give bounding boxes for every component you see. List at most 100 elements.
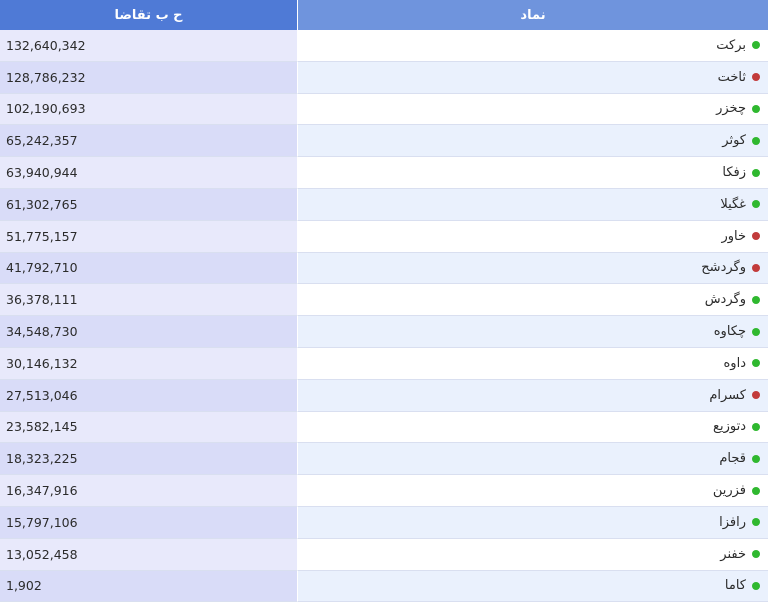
symbol-cell[interactable]: وگردشح [298, 252, 768, 285]
symbol-label: برکت [716, 37, 746, 53]
status-up-dot-icon [752, 104, 760, 113]
symbol-label: کوثر [722, 133, 746, 149]
column-header-symbol[interactable]: نماد [298, 0, 768, 30]
demand-value-cell: 65,242,357 [0, 125, 298, 158]
table-row[interactable]: قجام 18,323,225 [0, 443, 768, 476]
status-up-dot-icon [752, 454, 760, 463]
table-row[interactable]: چکاوه 34,548,730 [0, 316, 768, 348]
table-row[interactable]: کاما 1,902 [0, 570, 768, 603]
symbol-cell[interactable]: برکت [298, 30, 768, 62]
demand-value: 41,792,710 [6, 260, 78, 276]
demand-value: 30,146,132 [6, 355, 78, 371]
symbol-cell[interactable]: خاور [298, 220, 768, 253]
status-up-dot-icon [752, 486, 760, 495]
symbol-cell[interactable]: کوثر [298, 125, 768, 158]
demand-value-cell: 23,582,145 [0, 411, 298, 444]
demand-value: 15,797,106 [6, 514, 78, 530]
demand-value-cell: 13,052,458 [0, 538, 298, 571]
status-up-dot-icon [752, 550, 760, 559]
symbol-cell[interactable]: دتوزیع [298, 411, 768, 444]
demand-value: 51,775,157 [6, 228, 78, 244]
symbol-cell[interactable]: وگردش [298, 284, 768, 317]
symbol-label: خفنر [720, 546, 746, 562]
symbol-label: داوه [723, 355, 747, 371]
status-up-dot-icon [752, 518, 760, 527]
symbol-cell[interactable]: کاما [298, 570, 768, 603]
status-up-dot-icon [752, 295, 760, 304]
symbol-cell[interactable]: خفنر [298, 538, 768, 571]
demand-value-cell: 34,548,730 [0, 316, 298, 348]
status-up-dot-icon [752, 41, 760, 50]
symbol-label: دتوزیع [713, 419, 746, 435]
symbol-cell[interactable]: داوه [298, 347, 768, 380]
symbol-label: رافزا [719, 514, 746, 530]
symbol-label: کاما [724, 578, 746, 594]
demand-value-cell: 1,902 [0, 570, 298, 603]
symbol-label: چکاوه [713, 324, 746, 340]
demand-value: 16,347,916 [6, 483, 78, 499]
symbol-cell[interactable]: چخزر [298, 93, 768, 126]
table-row[interactable]: برکت 132,640,342 [0, 30, 768, 62]
demand-value-cell: 61,302,765 [0, 188, 298, 221]
demand-value: 128,786,232 [6, 69, 86, 85]
demand-value: 27,513,046 [6, 387, 78, 403]
demand-value-cell: 15,797,106 [0, 506, 298, 539]
symbol-label: وگردش [704, 292, 746, 308]
status-up-dot-icon [752, 359, 760, 368]
symbol-label: غگیلا [720, 196, 746, 212]
table-row[interactable]: داوه 30,146,132 [0, 347, 768, 380]
status-down-dot-icon [752, 263, 760, 272]
demand-value-cell: 30,146,132 [0, 347, 298, 380]
table-row[interactable]: خفنر 13,052,458 [0, 538, 768, 571]
table-row[interactable]: وگردشح 41,792,710 [0, 252, 768, 285]
table-row[interactable]: رافزا 15,797,106 [0, 506, 768, 539]
demand-value-cell: 27,513,046 [0, 379, 298, 412]
table-row[interactable]: کوثر 65,242,357 [0, 125, 768, 158]
table-row[interactable]: خاور 51,775,157 [0, 220, 768, 253]
column-header-demand[interactable]: ح ب تقاضا [0, 0, 298, 30]
demand-value: 65,242,357 [6, 133, 78, 149]
symbol-label: خاور [721, 228, 746, 244]
status-up-dot-icon [752, 136, 760, 145]
demand-value: 1,902 [6, 578, 42, 594]
table-row[interactable]: ثاخت 128,786,232 [0, 61, 768, 94]
demand-value-cell: 102,190,693 [0, 93, 298, 126]
table-row[interactable]: فزرین 16,347,916 [0, 475, 768, 507]
symbol-cell[interactable]: زفکا [298, 157, 768, 189]
symbol-cell[interactable]: غگیلا [298, 188, 768, 221]
table-row[interactable]: وگردش 36,378,111 [0, 284, 768, 317]
symbol-label: چخزر [716, 101, 746, 117]
status-down-dot-icon [752, 391, 760, 400]
demand-value-cell: 18,323,225 [0, 443, 298, 476]
status-down-dot-icon [752, 232, 760, 241]
symbol-cell[interactable]: فزرین [298, 475, 768, 507]
status-up-dot-icon [752, 200, 760, 209]
symbol-cell[interactable]: رافزا [298, 506, 768, 539]
symbol-cell[interactable]: ثاخت [298, 61, 768, 94]
status-down-dot-icon [752, 73, 760, 82]
status-up-dot-icon [752, 327, 760, 336]
symbol-cell[interactable]: قجام [298, 443, 768, 476]
demand-value-cell: 63,940,944 [0, 157, 298, 189]
table-row[interactable]: زفکا 63,940,944 [0, 157, 768, 189]
symbol-cell[interactable]: چکاوه [298, 316, 768, 348]
demand-value: 132,640,342 [6, 37, 86, 53]
demand-value: 102,190,693 [6, 101, 86, 117]
demand-value-cell: 128,786,232 [0, 61, 298, 94]
table-row[interactable]: غگیلا 61,302,765 [0, 188, 768, 221]
table-row[interactable]: چخزر 102,190,693 [0, 93, 768, 126]
demand-value: 36,378,111 [6, 292, 78, 308]
demand-value: 18,323,225 [6, 451, 78, 467]
table-row[interactable]: دتوزیع 23,582,145 [0, 411, 768, 444]
table-row[interactable]: کسرام 27,513,046 [0, 379, 768, 412]
symbol-label: زفکا [722, 165, 746, 181]
symbol-label: کسرام [709, 387, 746, 403]
symbol-cell[interactable]: کسرام [298, 379, 768, 412]
symbol-label: فزرین [712, 483, 746, 499]
symbol-label: وگردشح [701, 260, 746, 276]
status-up-dot-icon [752, 581, 760, 590]
demand-value: 61,302,765 [6, 196, 78, 212]
status-up-dot-icon [752, 168, 760, 177]
demand-value-cell: 36,378,111 [0, 284, 298, 317]
